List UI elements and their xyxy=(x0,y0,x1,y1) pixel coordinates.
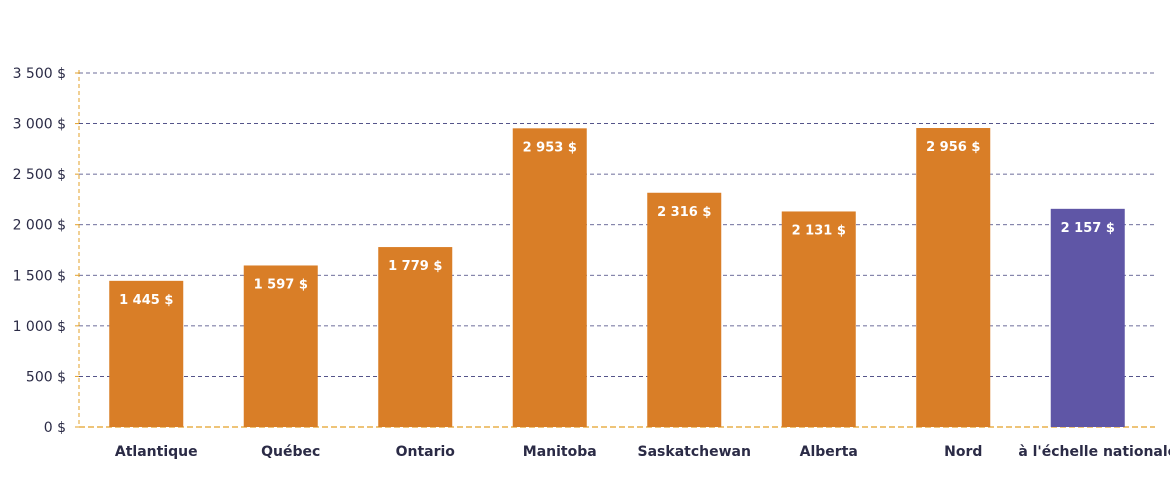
gridlines xyxy=(79,72,1155,377)
data-label: 1 779 $ xyxy=(388,259,442,274)
y-tick-label: 2 500 $ xyxy=(13,167,66,183)
bar-7 xyxy=(1050,208,1125,427)
bar-3 xyxy=(512,128,587,428)
y-tick-label: 3 500 $ xyxy=(13,66,66,82)
y-tick-label: 0 $ xyxy=(44,420,66,436)
data-label: 1 445 $ xyxy=(119,293,173,308)
y-tick-label: 1 500 $ xyxy=(13,268,66,284)
category-label: Saskatchewan xyxy=(638,444,751,460)
data-labels: 1 445 $ 1 597 $ 1 779 $ 2 953 $ 2 316 $ 2 131… xyxy=(119,140,1115,308)
data-label: 1 597 $ xyxy=(254,277,308,292)
bar-2 xyxy=(378,247,453,427)
bar-5 xyxy=(781,211,856,427)
y-tick-label: 1 000 $ xyxy=(13,319,66,335)
y-tick-label: 3 000 $ xyxy=(13,117,66,133)
category-label: Alberta xyxy=(800,444,858,460)
bar-6 xyxy=(916,128,991,427)
category-labels: Atlantique Québec Ontario Manitoba Saskatche… xyxy=(115,444,1170,460)
bar-0 xyxy=(109,280,184,427)
y-axis-ticks: 0 $ 500 $ 1 000 $ 1 500 $ 2 000 $ 2 500 $ 3 00… xyxy=(13,66,79,436)
data-label: 2 953 $ xyxy=(523,140,577,155)
data-label: 2 157 $ xyxy=(1061,221,1115,236)
y-tick-label: 500 $ xyxy=(26,369,66,385)
data-label: 2 131 $ xyxy=(792,223,846,238)
bars xyxy=(109,128,1125,428)
bar-4 xyxy=(647,192,722,427)
category-label: Atlantique xyxy=(115,444,198,460)
y-tick-label: 2 000 $ xyxy=(13,218,66,234)
bar-1 xyxy=(243,265,318,427)
data-label: 2 316 $ xyxy=(657,205,711,220)
category-label: Ontario xyxy=(396,444,456,460)
data-label: 2 956 $ xyxy=(926,140,980,155)
category-label: Nord xyxy=(944,444,982,460)
category-label: Québec xyxy=(261,444,320,460)
category-label: Manitoba xyxy=(523,444,597,460)
category-label: à l'échelle nationale xyxy=(1018,444,1170,460)
